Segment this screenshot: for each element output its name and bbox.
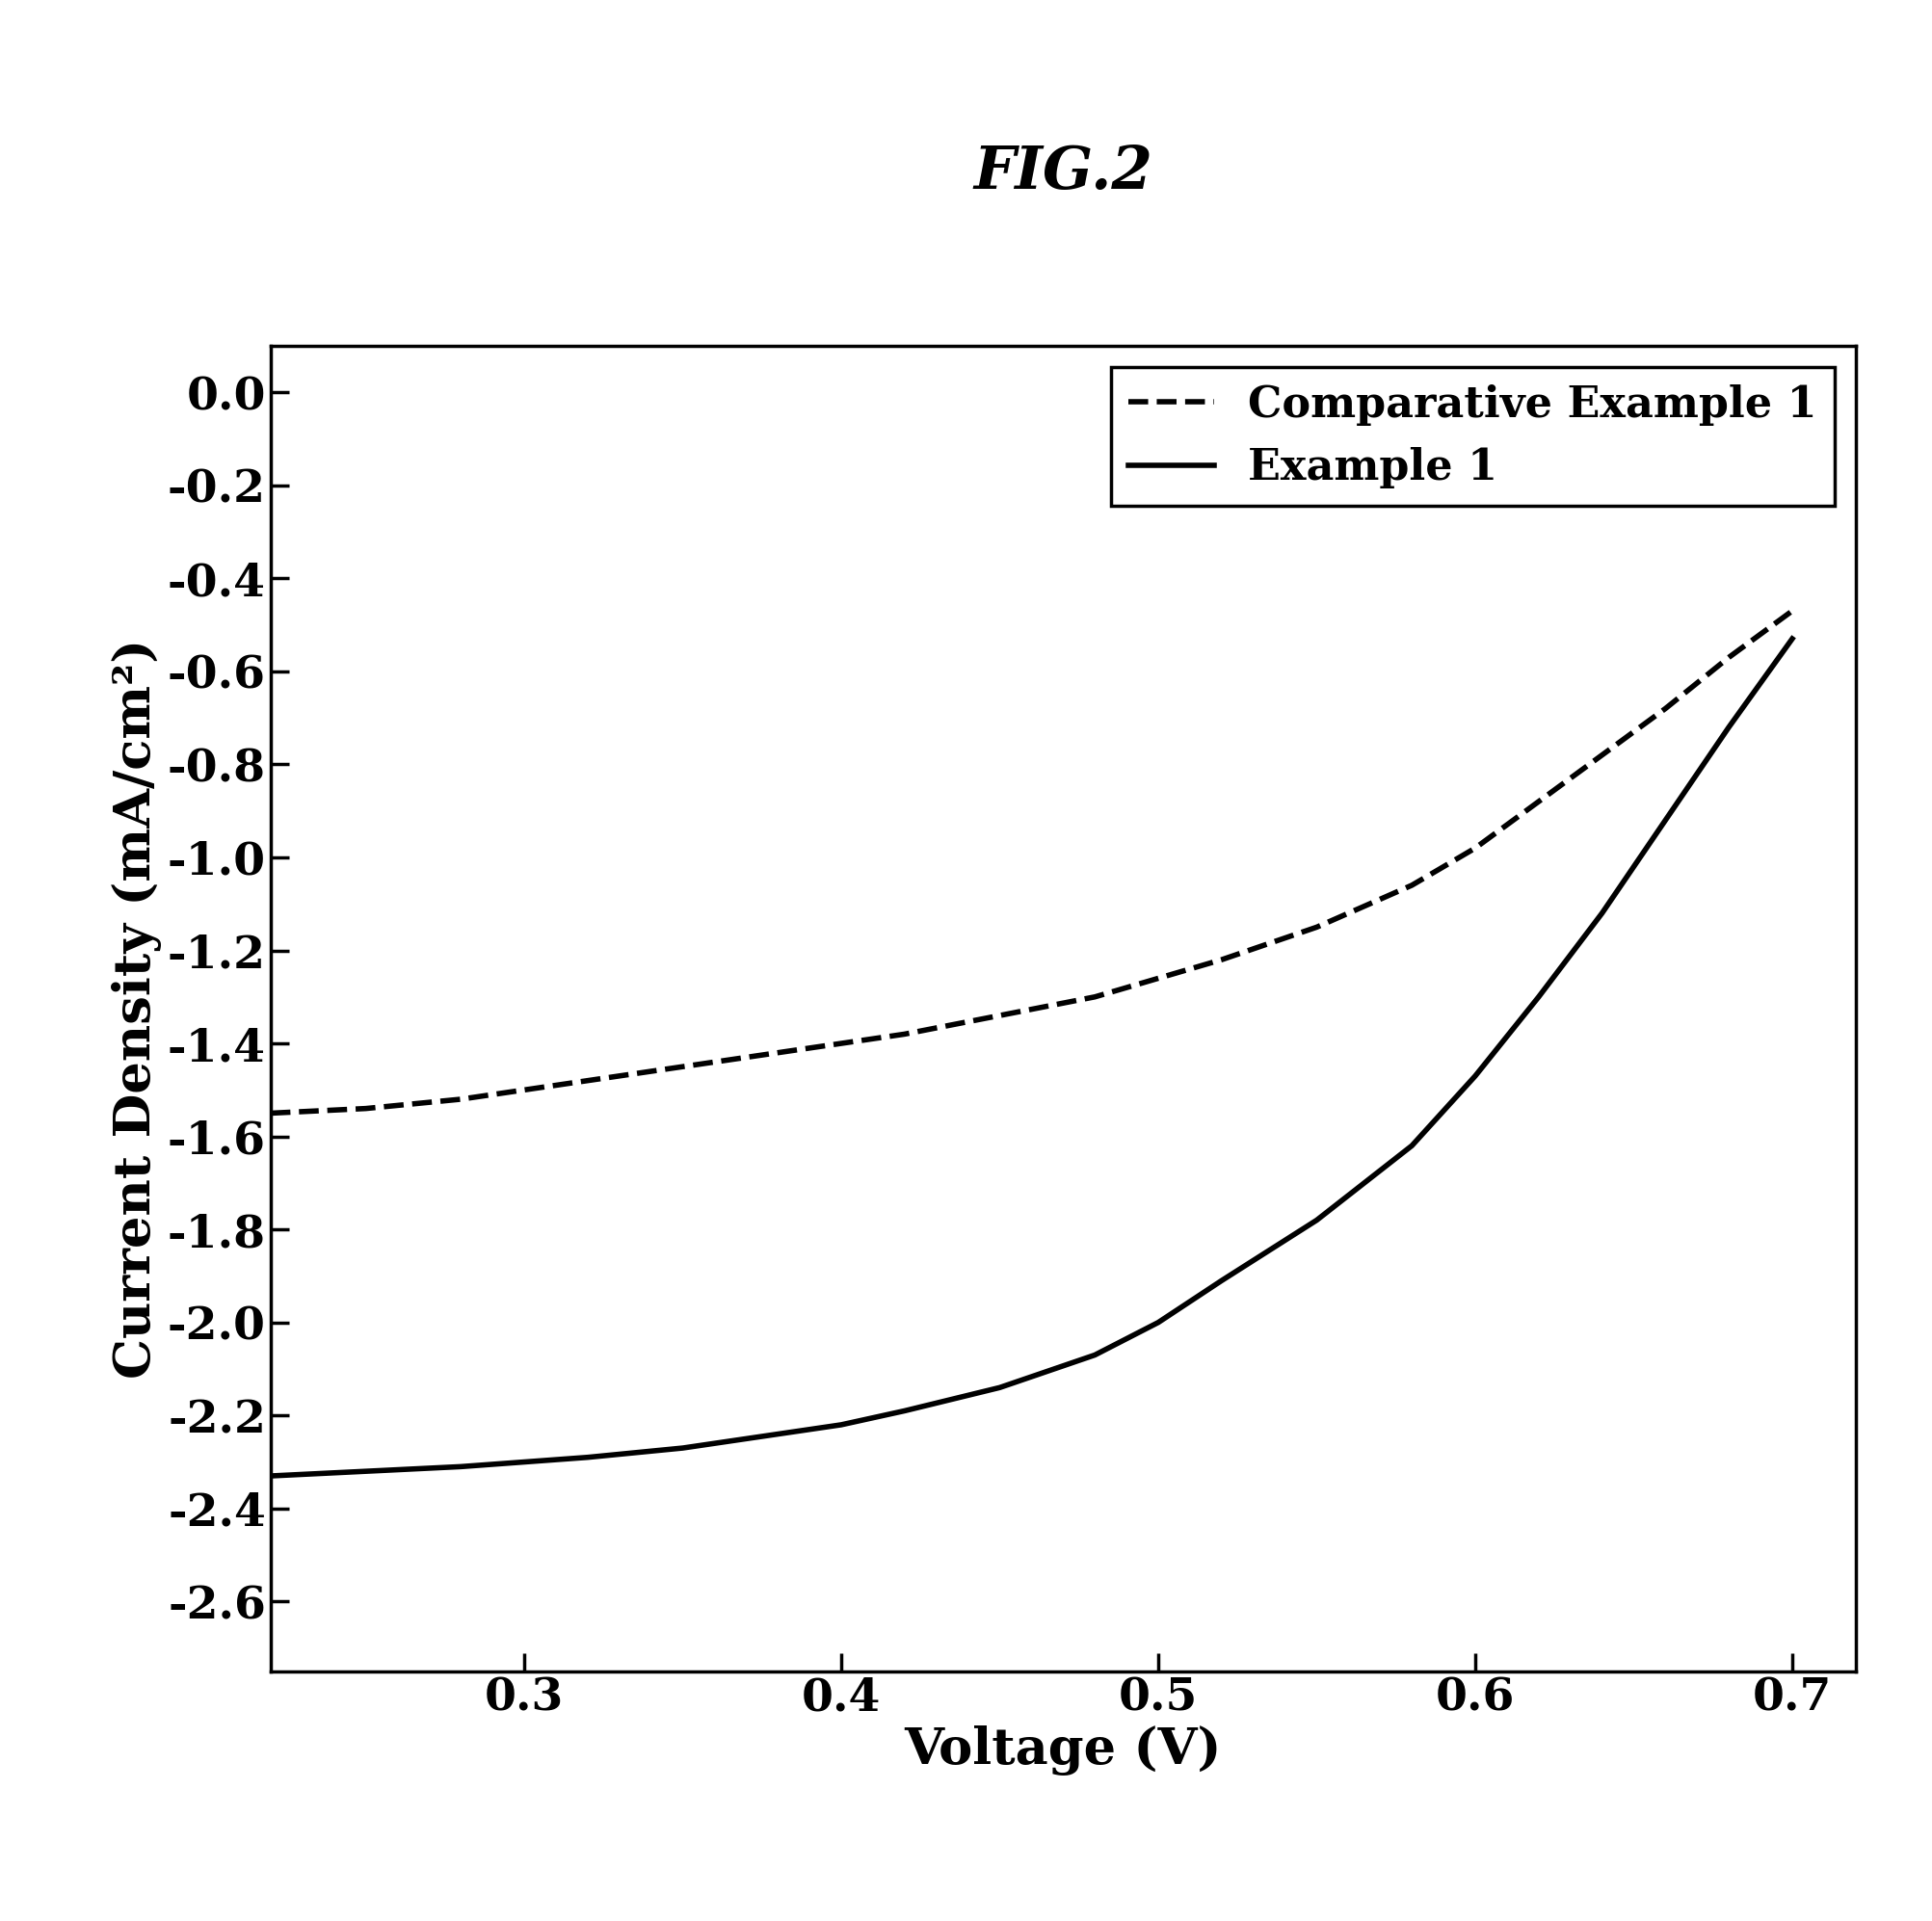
X-axis label: Voltage (V): Voltage (V) <box>904 1725 1221 1775</box>
Comparative Example 1 <box>765 1041 788 1064</box>
Line: Example 1: Example 1 <box>270 640 1791 1475</box>
Example 1 <box>448 1454 471 1477</box>
Example 1 <box>354 1460 377 1483</box>
Example 1 <box>1304 1208 1327 1231</box>
Example 1 <box>1463 1064 1486 1087</box>
Example 1 <box>1399 1133 1422 1156</box>
Comparative Example 1 <box>1590 743 1613 766</box>
Example 1 <box>987 1375 1010 1398</box>
Example 1 <box>670 1437 694 1460</box>
Comparative Example 1 <box>987 1005 1010 1028</box>
Comparative Example 1 <box>1209 949 1233 972</box>
Example 1 <box>259 1464 282 1487</box>
Example 1 <box>893 1398 916 1422</box>
Comparative Example 1 <box>1779 599 1803 622</box>
Comparative Example 1 <box>893 1022 916 1045</box>
Comparative Example 1 <box>1716 645 1739 669</box>
Comparative Example 1 <box>829 1032 852 1055</box>
Comparative Example 1 <box>448 1087 471 1110</box>
Comparative Example 1 <box>1082 985 1105 1009</box>
Comparative Example 1 <box>259 1101 282 1124</box>
Comparative Example 1 <box>1463 836 1486 859</box>
Comparative Example 1 <box>1304 916 1327 939</box>
Comparative Example 1 <box>576 1070 599 1093</box>
Example 1 <box>1082 1343 1105 1366</box>
Example 1 <box>1654 809 1677 832</box>
Example 1 <box>512 1450 535 1473</box>
Example 1 <box>1590 901 1613 924</box>
Comparative Example 1 <box>512 1078 535 1101</box>
Comparative Example 1 <box>670 1055 694 1078</box>
Comparative Example 1 <box>1526 790 1549 813</box>
Legend: Comparative Example 1, Example 1: Comparative Example 1, Example 1 <box>1111 367 1833 505</box>
Example 1 <box>1779 628 1803 651</box>
Example 1 <box>1209 1270 1233 1293</box>
Comparative Example 1 <box>1399 874 1422 897</box>
Comparative Example 1 <box>1146 966 1169 989</box>
Comparative Example 1 <box>1654 697 1677 720</box>
Example 1 <box>829 1414 852 1437</box>
Example 1 <box>765 1423 788 1447</box>
Line: Comparative Example 1: Comparative Example 1 <box>270 611 1791 1112</box>
Example 1 <box>1146 1310 1169 1333</box>
Y-axis label: Current Density (mA/cm²): Current Density (mA/cm²) <box>112 638 162 1379</box>
Example 1 <box>1526 985 1549 1009</box>
Text: FIG.2: FIG.2 <box>974 144 1151 202</box>
Comparative Example 1 <box>354 1097 377 1120</box>
Example 1 <box>576 1447 599 1470</box>
Example 1 <box>1716 717 1739 740</box>
